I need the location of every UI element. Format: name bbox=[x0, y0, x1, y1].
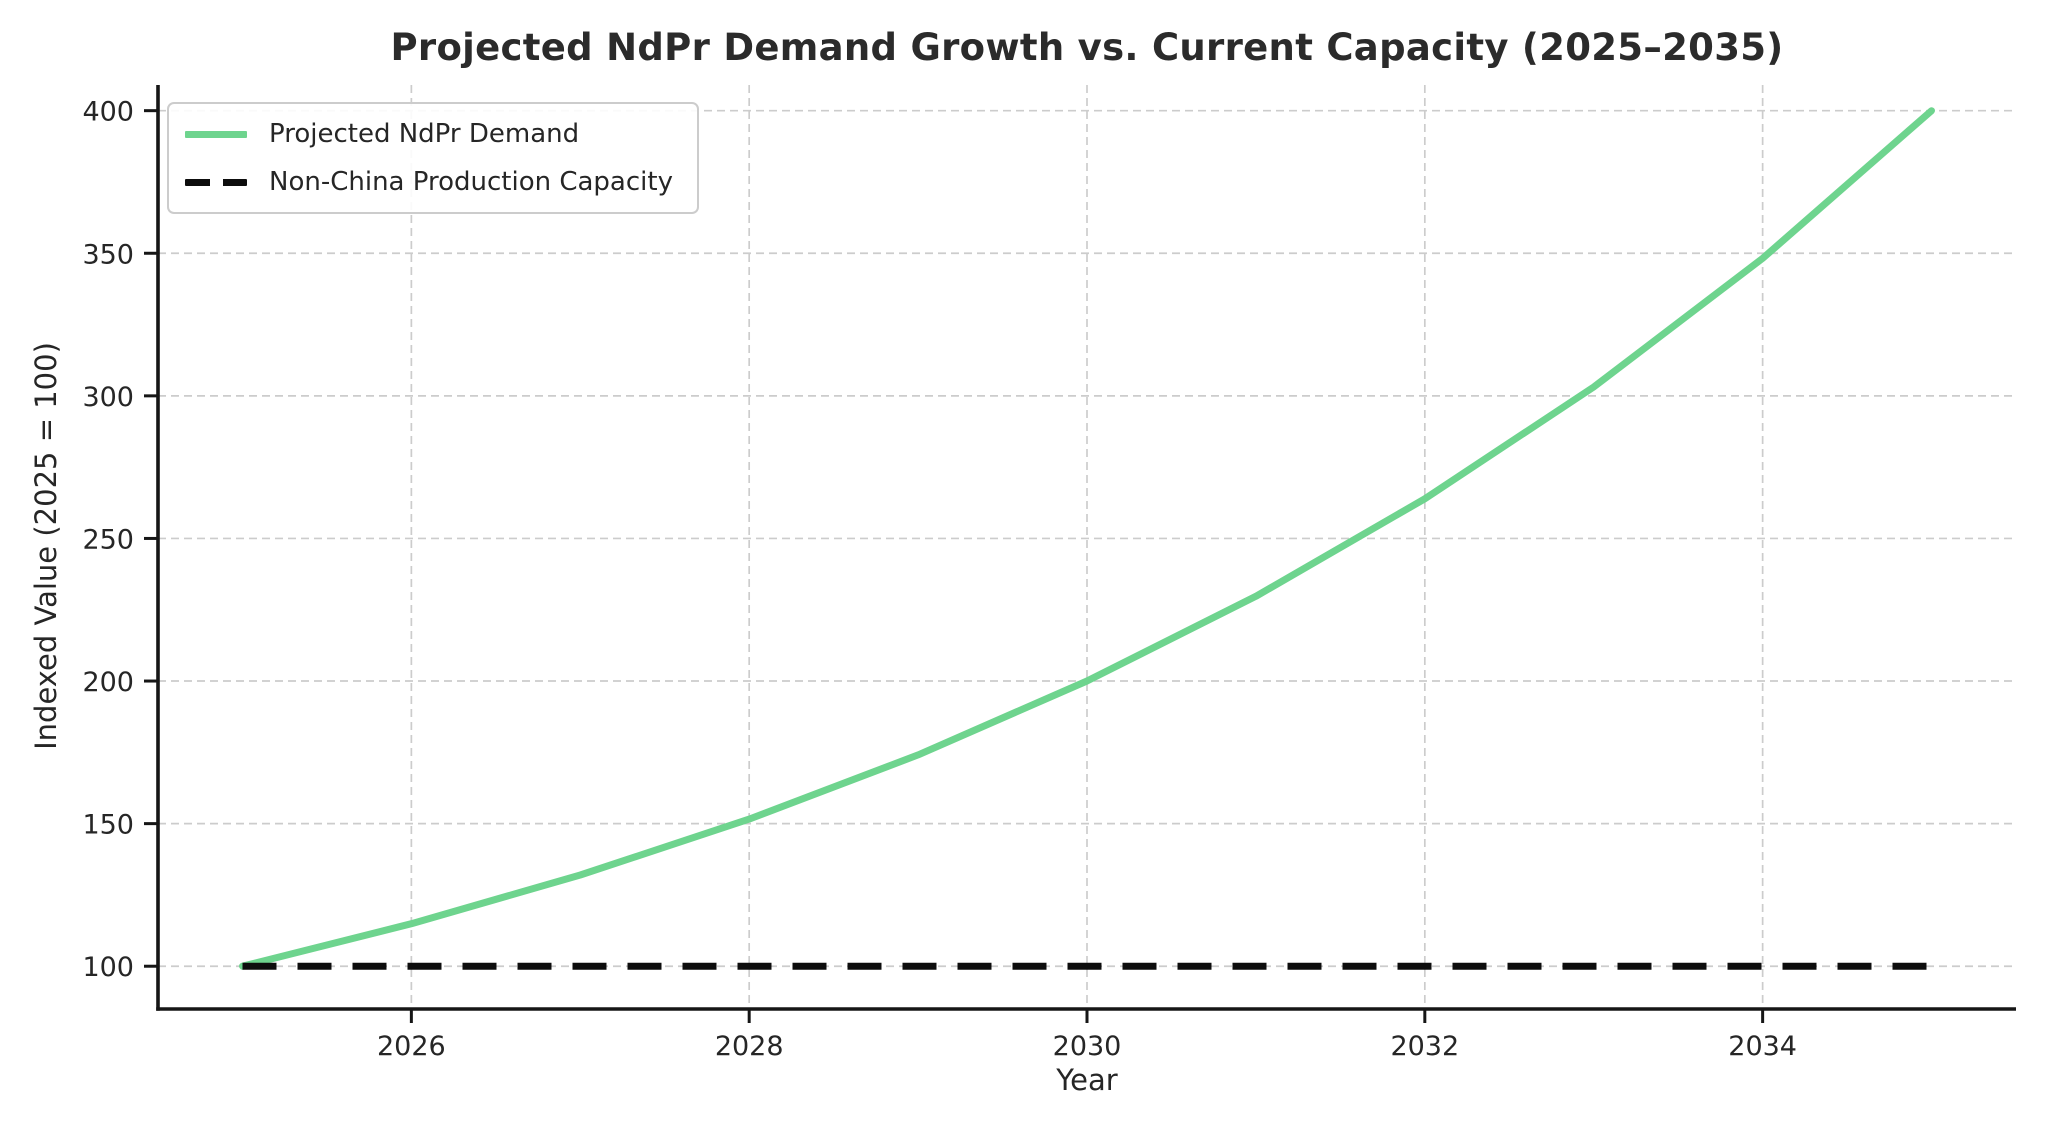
x-tick-label: 2034 bbox=[1728, 1031, 1797, 1062]
legend-label-capacity: Non-China Production Capacity bbox=[269, 167, 673, 197]
series-line-projected-ndpr-demand bbox=[239, 107, 1935, 970]
y-tick-label: 250 bbox=[82, 524, 134, 555]
x-tick-label: 2028 bbox=[715, 1031, 784, 1062]
chart-title: Projected NdPr Demand Growth vs. Current… bbox=[390, 26, 1784, 69]
y-tick-label: 350 bbox=[82, 239, 134, 270]
y-tick-label: 100 bbox=[82, 952, 134, 983]
x-tick-label: 2030 bbox=[1053, 1031, 1122, 1062]
x-axis-label: Year bbox=[1056, 1063, 1118, 1097]
legend: Projected NdPr Demand Non-China Producti… bbox=[167, 102, 699, 214]
legend-item-capacity: Non-China Production Capacity bbox=[185, 164, 673, 200]
y-tick-label: 400 bbox=[82, 97, 134, 128]
y-tick-label: 150 bbox=[82, 810, 134, 841]
y-tick-label: 200 bbox=[82, 667, 134, 698]
x-tick-label: 2026 bbox=[377, 1031, 446, 1062]
y-tick-label: 300 bbox=[82, 382, 134, 413]
x-tick-label: 2032 bbox=[1390, 1031, 1459, 1062]
legend-swatch-solid-line bbox=[185, 130, 247, 138]
legend-swatch-dashed-line bbox=[185, 178, 247, 186]
y-axis-label: Indexed Value (2025 = 100) bbox=[29, 342, 63, 750]
legend-label-demand: Projected NdPr Demand bbox=[269, 119, 580, 149]
legend-item-demand: Projected NdPr Demand bbox=[185, 116, 673, 152]
